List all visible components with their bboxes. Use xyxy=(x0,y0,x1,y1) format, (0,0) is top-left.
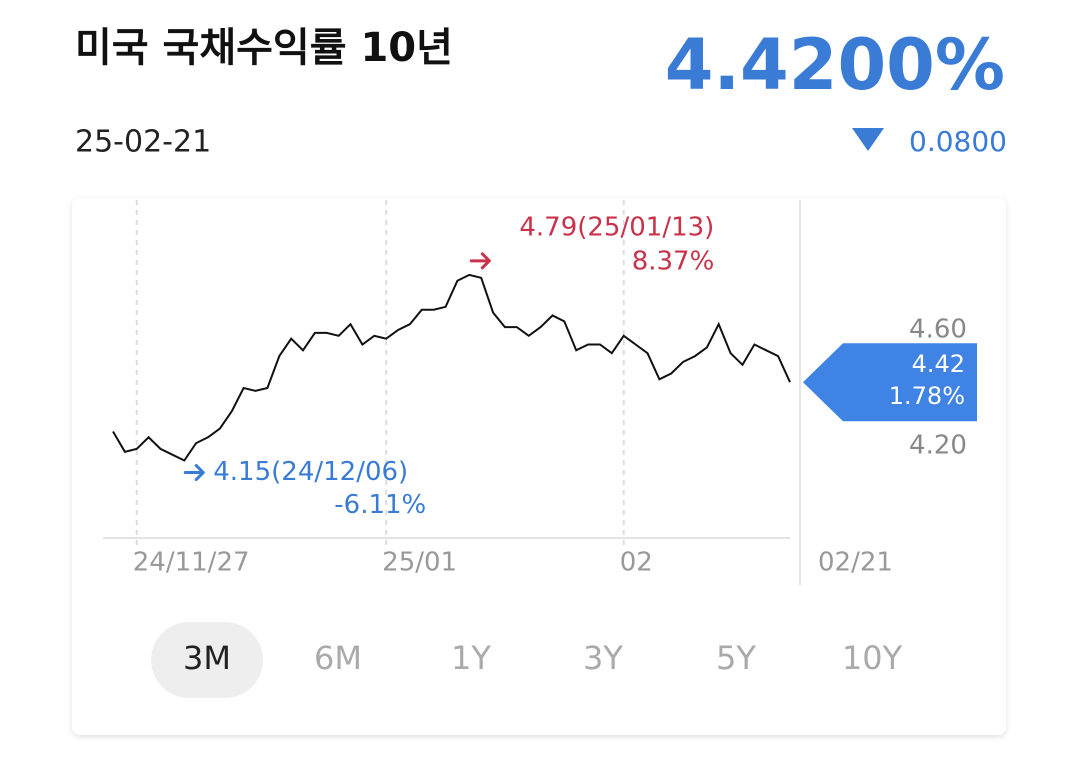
y-tick-label: 4.20 xyxy=(909,431,967,461)
period-button[interactable]: 3M xyxy=(183,639,231,677)
x-tick-label: 25/01 xyxy=(382,548,457,578)
price: 4.4200% xyxy=(665,24,1005,106)
title: 미국 국채수익률 10년 xyxy=(75,25,453,71)
card xyxy=(72,198,1006,735)
period-button[interactable]: 1Y xyxy=(451,639,491,677)
low-change: -6.11% xyxy=(334,490,426,520)
current-tag xyxy=(803,343,977,422)
period-button[interactable]: 3Y xyxy=(583,639,623,677)
x-tick-label: 02/21 xyxy=(818,548,893,578)
low-arrow xyxy=(183,464,205,482)
high-change: 8.37% xyxy=(632,246,715,276)
y-tick-label: 4.60 xyxy=(909,314,967,344)
change: 0.0800 xyxy=(909,125,1007,158)
down-triangle xyxy=(852,128,884,151)
period-button[interactable]: 5Y xyxy=(716,639,756,677)
x-tick-label: 02 xyxy=(620,548,653,578)
price-line xyxy=(112,273,791,462)
current-label: 4.42 xyxy=(912,350,965,378)
period-button[interactable]: 6M xyxy=(314,639,362,677)
period-selected-bg[interactable] xyxy=(151,622,263,698)
x-tick-label: 24/11/27 xyxy=(133,548,250,578)
current-change: 1.78% xyxy=(889,382,965,410)
high-label: 4.79(25/01/13) xyxy=(519,212,714,242)
high-arrow xyxy=(469,252,491,270)
date: 25-02-21 xyxy=(75,125,211,160)
period-button[interactable]: 10Y xyxy=(842,639,903,677)
low-label: 4.15(24/12/06) xyxy=(213,457,408,487)
